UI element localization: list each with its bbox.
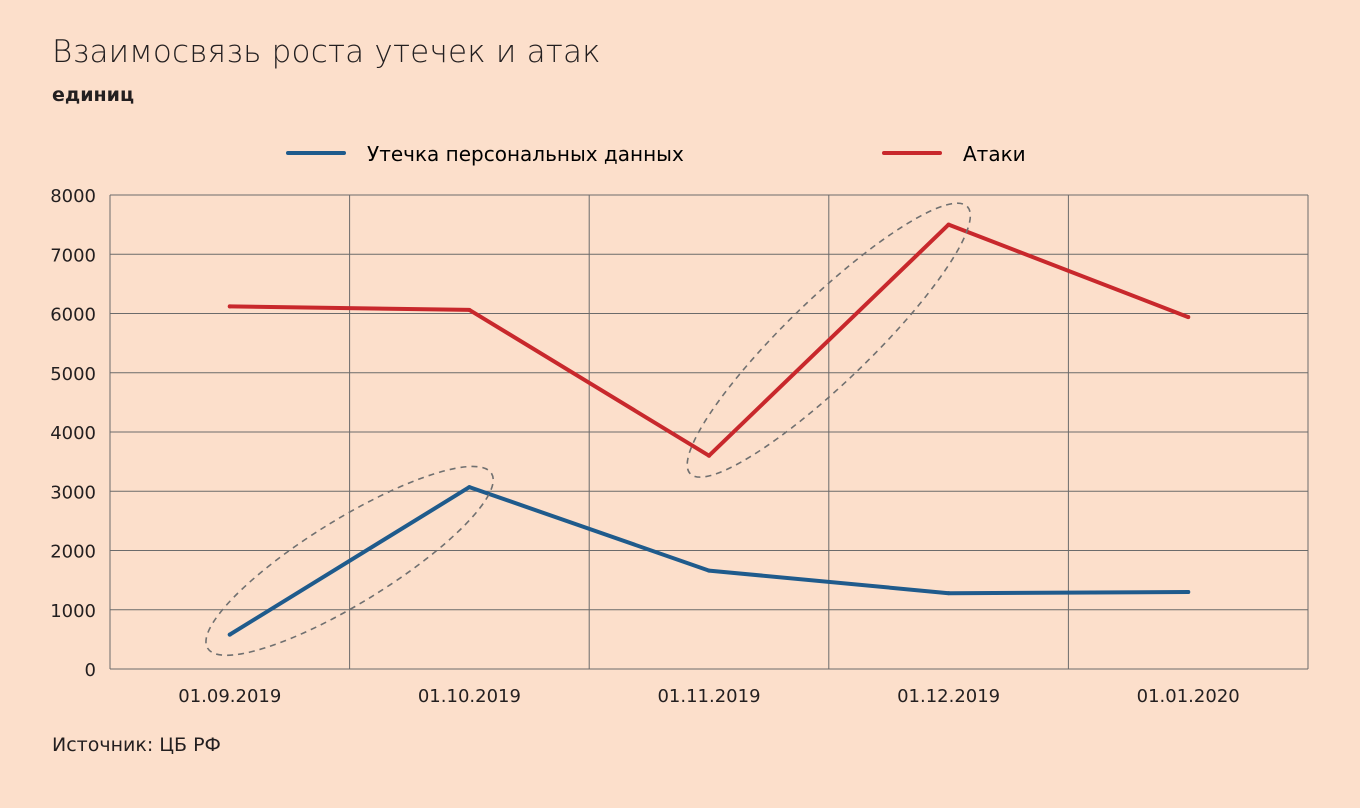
data-point [1186,315,1191,320]
data-point [227,632,232,637]
series-line-attacks [227,222,1191,458]
y-tick-label: 1000 [50,601,96,622]
x-tick-label: 01.01.2020 [1137,686,1240,707]
y-tick-label: 0 [85,660,96,681]
data-point [707,568,711,573]
highlight-ellipse [686,202,972,478]
series-line-leaks [227,485,1191,637]
y-tick-label: 7000 [50,245,96,266]
legend-label-attacks: Атаки [963,142,1026,166]
data-point [1186,589,1191,594]
y-tick-label: 5000 [50,364,96,385]
x-tick-label: 01.09.2019 [178,686,281,707]
y-tick-label: 6000 [50,305,96,326]
data-point [946,222,951,227]
plot-area: 0 1000 2000 3000 4000 5000 6000 7000 8000 01.09.2… [50,186,1309,707]
y-tick-label: 8000 [50,186,96,207]
data-point [227,304,232,309]
highlight-ellipse [205,465,495,657]
y-tick-label: 4000 [50,423,96,444]
chart-subtitle: единиц [52,84,135,106]
x-tick-label: 01.11.2019 [657,686,760,707]
chart-title: Взаимосвязь роста утечек и атак [52,34,601,70]
y-tick-label: 2000 [50,542,96,563]
y-tick-label: 3000 [50,482,96,503]
data-point [946,591,951,596]
x-tick-label: 01.12.2019 [897,686,1000,707]
legend-label-leaks: Утечка персональных данных [367,142,684,166]
x-tick-label: 01.10.2019 [418,686,521,707]
data-point [467,307,472,312]
data-point [707,453,711,458]
source-note: Источник: ЦБ РФ [52,734,221,756]
legend: Утечка персональных данных Атаки [286,142,1026,166]
data-point [467,485,472,490]
